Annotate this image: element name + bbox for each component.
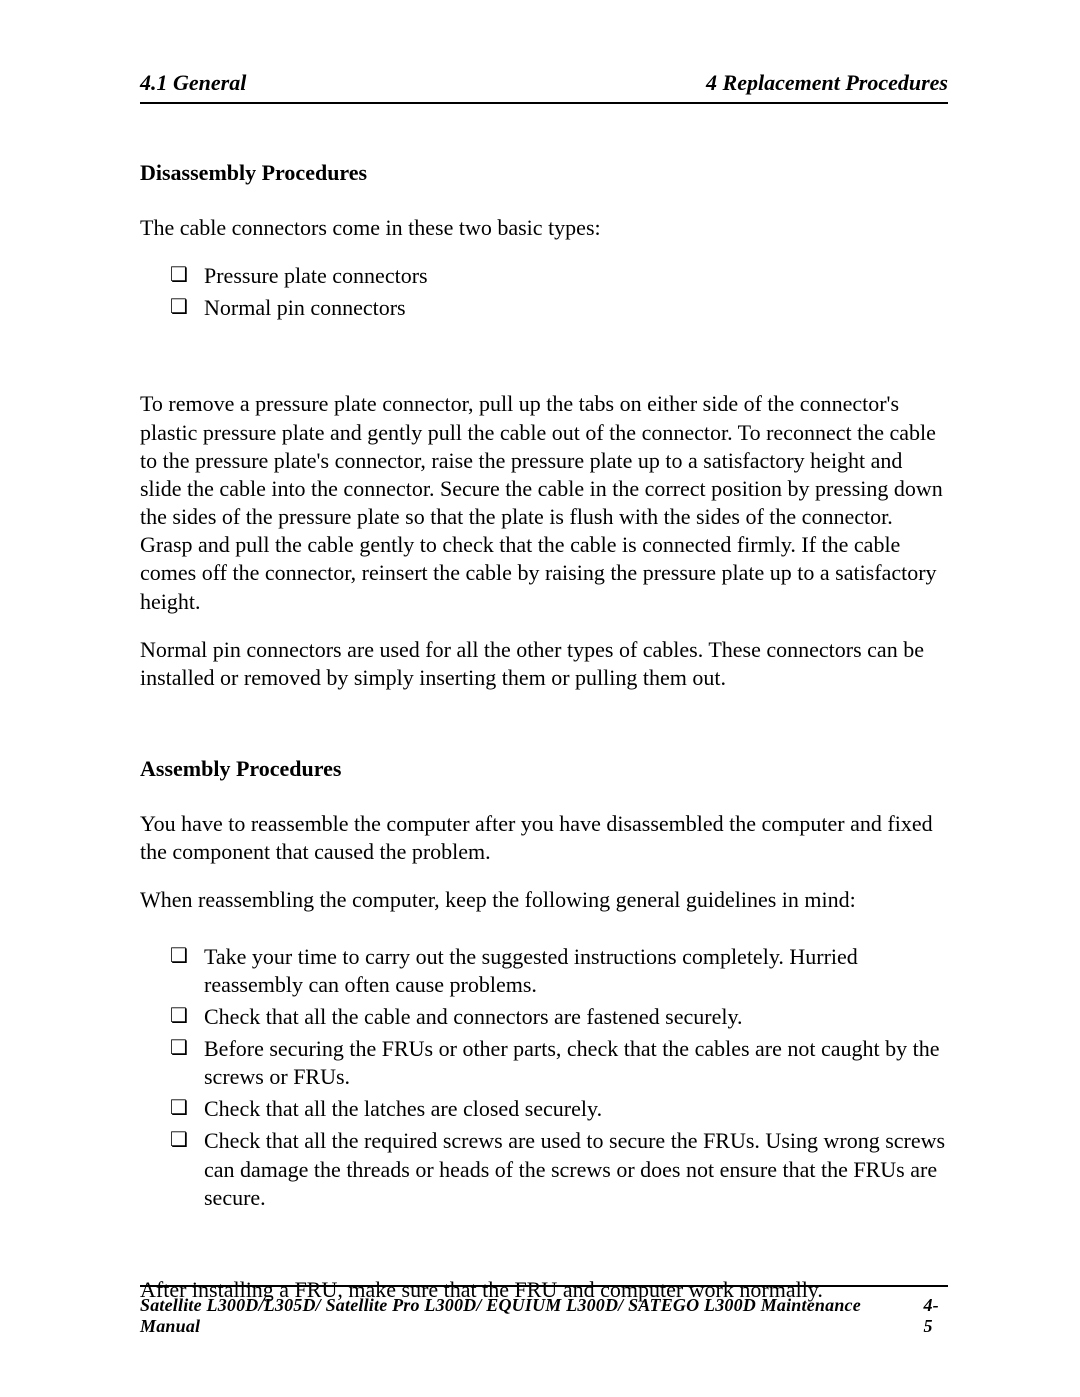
list-item: Take your time to carry out the suggeste… (170, 943, 948, 999)
assembly-para-1: You have to reassemble the computer afte… (140, 810, 948, 866)
header-right: 4 Replacement Procedures (706, 70, 948, 96)
document-page: 4.1 General 4 Replacement Procedures Dis… (0, 0, 1080, 1397)
disassembly-bullet-list: Pressure plate connectors Normal pin con… (140, 262, 948, 322)
disassembly-intro: The cable connectors come in these two b… (140, 214, 948, 242)
list-item: Check that all the required screws are u… (170, 1127, 948, 1211)
header-left: 4.1 General (140, 70, 246, 96)
section-title-disassembly: Disassembly Procedures (140, 160, 948, 186)
disassembly-para-2: Normal pin connectors are used for all t… (140, 636, 948, 692)
assembly-para-2: When reassembling the computer, keep the… (140, 886, 948, 914)
list-item: Check that all the latches are closed se… (170, 1095, 948, 1123)
disassembly-para-1: To remove a pressure plate connector, pu… (140, 390, 948, 615)
list-item: Normal pin connectors (170, 294, 948, 322)
running-footer: Satellite L300D/L305D/ Satellite Pro L30… (140, 1285, 948, 1337)
running-header: 4.1 General 4 Replacement Procedures (140, 70, 948, 104)
footer-left: Satellite L300D/L305D/ Satellite Pro L30… (140, 1295, 923, 1337)
list-item: Before securing the FRUs or other parts,… (170, 1035, 948, 1091)
footer-page-number: 4-5 (923, 1295, 948, 1337)
assembly-bullet-list: Take your time to carry out the suggeste… (140, 943, 948, 1212)
section-title-assembly: Assembly Procedures (140, 756, 948, 782)
spacer (140, 346, 948, 390)
list-item: Check that all the cable and connectors … (170, 1003, 948, 1031)
spacer (140, 712, 948, 756)
list-item: Pressure plate connectors (170, 262, 948, 290)
spacer (140, 1236, 948, 1276)
